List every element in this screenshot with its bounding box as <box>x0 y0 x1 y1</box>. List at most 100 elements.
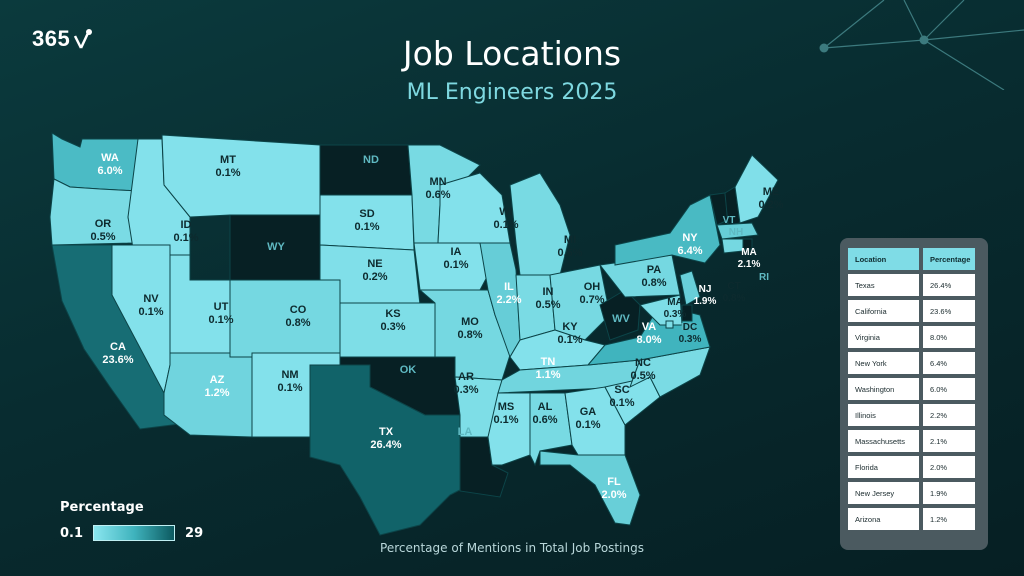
state-code-label: NH <box>729 227 743 238</box>
state-value-label: 0.1% <box>575 419 600 431</box>
states-layer <box>49 132 779 536</box>
table-row: Illinois 2.2% <box>848 404 980 426</box>
state-value-label: 2.2% <box>496 294 521 306</box>
state-code-label: ND <box>363 154 379 166</box>
table-cell-location: Virginia <box>848 326 919 348</box>
state-value-label: 0.6% <box>557 247 582 259</box>
state-code-label: KS <box>385 308 400 320</box>
state-value-label: 0.3% <box>679 334 702 345</box>
table-row: Massachusetts 2.1% <box>848 430 980 452</box>
state-code-label: NJ <box>699 284 712 295</box>
state-value-label: 0.8% <box>285 317 310 329</box>
state-code-label: VA <box>642 321 657 333</box>
state-de <box>681 304 693 322</box>
state-value-label: 0.1% <box>609 397 634 409</box>
state-ny <box>614 194 721 266</box>
state-code-label: ME <box>763 186 780 198</box>
color-legend: Percentage 0.1 29 <box>60 500 203 541</box>
state-value-label: 8.0% <box>636 334 661 346</box>
state-code-label: RI <box>759 272 769 283</box>
table-header-location: Location <box>848 248 919 270</box>
state-value-label: 0.5% <box>90 231 115 243</box>
state-code-label: FL <box>607 476 621 488</box>
state-code-label: AZ <box>210 374 225 386</box>
state-value-label: 1.1% <box>535 369 560 381</box>
state-value-label: 0.2% <box>758 199 783 211</box>
state-value-label: 23.6% <box>102 354 133 366</box>
table-cell-location: Florida <box>848 456 919 478</box>
state-code-label: GA <box>580 406 597 418</box>
table-cell-percentage: 6.4% <box>923 352 975 374</box>
state-value-label: 0.8% <box>641 277 666 289</box>
labels-layer: WA6.0%OR0.5%CA23.6%ID0.1%NV0.1%MT0.1%WYU… <box>90 152 783 501</box>
table-cell-percentage: 23.6% <box>923 300 975 322</box>
table-row: Florida 2.0% <box>848 456 980 478</box>
state-code-label: MN <box>429 176 446 188</box>
state-code-label: MI <box>564 234 576 246</box>
legend-title: Percentage <box>60 500 144 515</box>
state-code-label: UT <box>214 301 229 313</box>
table-cell-percentage: 2.1% <box>923 430 975 452</box>
state-value-label: 0.3% <box>453 384 478 396</box>
legend-scale: 0.1 29 <box>60 525 203 541</box>
state-me <box>734 154 779 224</box>
table-cell-percentage: 8.0% <box>923 326 975 348</box>
state-fl <box>539 450 641 526</box>
state-value-label: 1.2% <box>204 387 229 399</box>
state-code-label: WY <box>267 241 285 253</box>
state-code-label: IN <box>543 286 554 298</box>
state-value-label: 2.0% <box>601 489 626 501</box>
state-wa <box>51 132 139 192</box>
state-code-label: TN <box>541 356 556 368</box>
table-cell-location: Massachusetts <box>848 430 919 452</box>
state-value-label: 0.3% <box>380 321 405 333</box>
state-code-label: KY <box>562 321 578 333</box>
legend-min-label: 0.1 <box>60 525 84 541</box>
state-value-label: 1.9% <box>694 296 717 307</box>
state-code-label: OR <box>95 218 112 230</box>
state-value-label: 0.5% <box>535 299 560 311</box>
table-cell-location: New Jersey <box>848 482 919 504</box>
page-subtitle: ML Engineers 2025 <box>406 80 618 105</box>
state-value-label: 0.6% <box>425 189 450 201</box>
state-code-label: WA <box>101 152 119 164</box>
state-value-label: 0.8% <box>723 293 746 304</box>
state-value-label: 2.1% <box>738 259 761 270</box>
table-cell-percentage: 1.9% <box>923 482 975 504</box>
state-value-label: 0.1% <box>354 221 379 233</box>
table-cell-percentage: 2.0% <box>923 456 975 478</box>
state-code-label: MS <box>498 401 515 413</box>
table-cell-location: Texas <box>848 274 919 296</box>
state-code-label: MA <box>741 247 757 258</box>
state-code-label: ID <box>181 219 192 231</box>
legend-max-label: 29 <box>185 525 204 541</box>
table-row: Washington 6.0% <box>848 378 980 400</box>
state-code-label: AL <box>538 401 553 413</box>
us-choropleth-map: WA6.0%OR0.5%CA23.6%ID0.1%NV0.1%MT0.1%WYU… <box>49 132 784 536</box>
state-code-label: VT <box>723 215 736 226</box>
table-header-row: Location Percentage <box>848 248 980 270</box>
state-pa <box>599 254 681 298</box>
state-code-label: WV <box>612 313 630 325</box>
state-code-label: MA <box>667 297 683 308</box>
table-row: New York 6.4% <box>848 352 980 374</box>
table-row: Texas 26.4% <box>848 274 980 296</box>
table-cell-location: Washington <box>848 378 919 400</box>
legend-gradient-bar <box>93 525 176 541</box>
state-code-label: LA <box>458 426 473 438</box>
state-code-label: MT <box>220 154 236 166</box>
state-value-label: 0.7% <box>579 294 604 306</box>
state-value-label: 0.2% <box>362 271 387 283</box>
state-value-label: 0.3% <box>664 309 687 320</box>
state-code-label: TX <box>379 426 394 438</box>
state-code-label: SC <box>614 384 629 396</box>
table-cell-percentage: 26.4% <box>923 274 975 296</box>
state-code-label: AR <box>458 371 474 383</box>
state-value-label: 0.6% <box>532 414 557 426</box>
state-code-label: CT <box>727 281 740 292</box>
state-value-label: 0.1% <box>443 259 468 271</box>
state-code-label: IL <box>504 281 514 293</box>
state-value-label: 6.0% <box>97 165 122 177</box>
state-nj <box>679 270 701 306</box>
state-code-label: OK <box>400 364 417 376</box>
